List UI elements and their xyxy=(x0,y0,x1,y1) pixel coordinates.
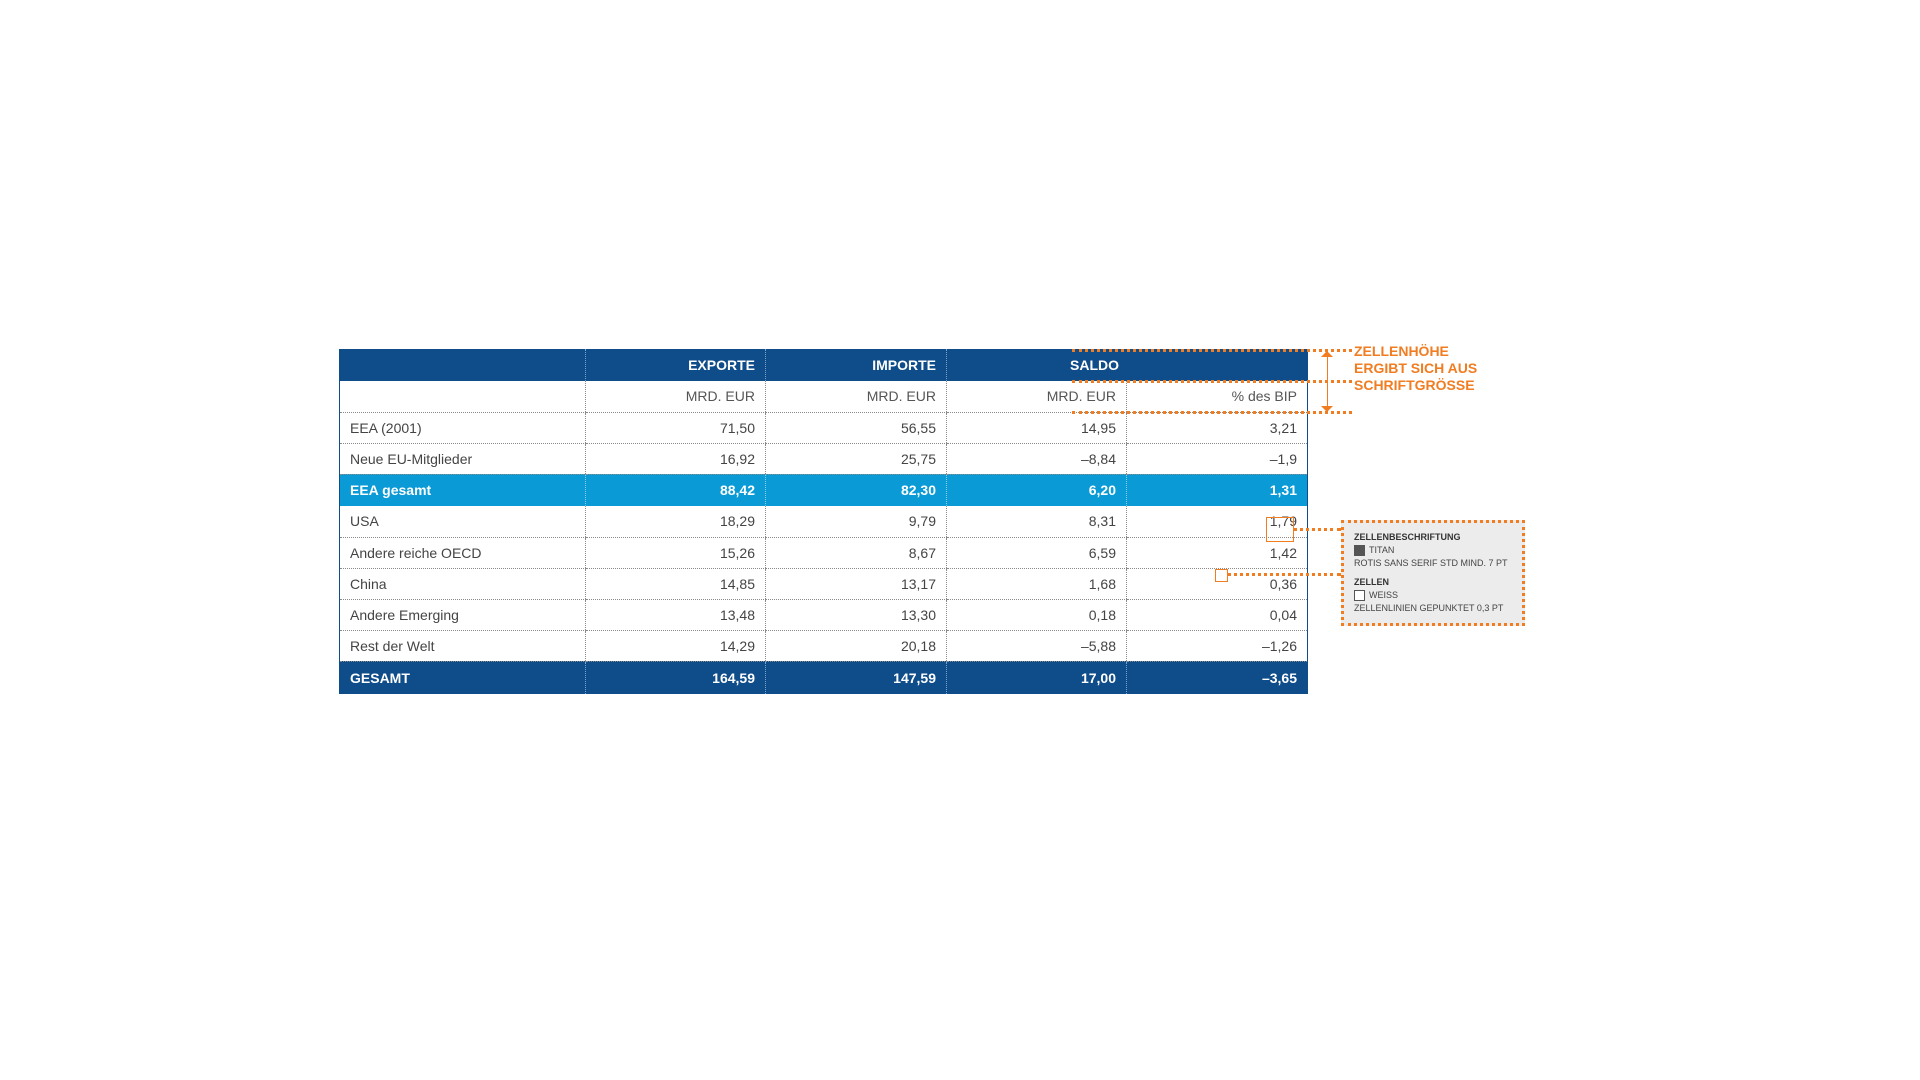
legend-cells-swatch-label: WEISS xyxy=(1369,590,1399,600)
cell-saldo-mrd: 8,31 xyxy=(946,506,1127,538)
table-row: Rest der Welt 14,29 20,18 –5,88 –1,26 xyxy=(339,630,1308,662)
cell-exporte: 15,26 xyxy=(585,537,766,569)
cell-importe: 8,67 xyxy=(765,537,947,569)
height-arrow-line xyxy=(1327,351,1328,411)
cell-saldo-bip: 1,42 xyxy=(1126,537,1308,569)
row-label: Andere reiche OECD xyxy=(339,537,586,569)
cell-exporte: 18,29 xyxy=(585,506,766,538)
annotation-line: ZELLENHÖHE xyxy=(1354,343,1449,359)
cell-importe: 82,30 xyxy=(765,474,947,506)
cell-exporte: 13,48 xyxy=(585,599,766,631)
legend-caption-font: ROTIS SANS SERIF STD MIND. 7 PT xyxy=(1354,558,1508,568)
cell-saldo-mrd: –5,88 xyxy=(946,630,1127,662)
table-row: EEA (2001) 71,50 56,55 14,95 3,21 xyxy=(339,412,1308,444)
table-row: Andere Emerging 13,48 13,30 0,18 0,04 xyxy=(339,599,1308,631)
white-swatch-icon xyxy=(1354,590,1365,601)
legend-caption-swatch-row: TITAN xyxy=(1354,544,1512,557)
cell-saldo-bip: 3,21 xyxy=(1126,412,1308,444)
row-label: EEA gesamt xyxy=(339,474,586,506)
guide-line-bottom xyxy=(1072,411,1352,414)
annotation-line: ERGIBT SICH AUS xyxy=(1354,360,1478,376)
annotation-line: SCHRIFTGRÖSSE xyxy=(1354,377,1475,393)
cell-exporte: 16,92 xyxy=(585,443,766,475)
table-row: China 14,85 13,17 1,68 0,36 xyxy=(339,568,1308,600)
cell-height-annotation: ZELLENHÖHE ERGIBT SICH AUS SCHRIFTGRÖSSE xyxy=(1354,343,1477,394)
guide-line-middle xyxy=(1072,380,1352,383)
row-label: Rest der Welt xyxy=(339,630,586,662)
cell-exporte: 88,42 xyxy=(585,474,766,506)
highlight-row: EEA gesamt 88,42 82,30 6,20 1,31 xyxy=(339,474,1308,506)
cell-saldo-bip: –1,26 xyxy=(1126,630,1308,662)
unit-cell: % des BIP xyxy=(1126,381,1308,413)
row-label: USA xyxy=(339,506,586,538)
unit-cell: MRD. EUR xyxy=(765,381,947,413)
cell-importe: 13,30 xyxy=(765,599,947,631)
cell-saldo-mrd: 6,20 xyxy=(946,474,1127,506)
total-row: GESAMT 164,59 147,59 17,00 –3,65 xyxy=(339,661,1308,694)
cell-saldo-mrd: 14,95 xyxy=(946,412,1127,444)
cell-importe: 20,18 xyxy=(765,630,947,662)
row-label: China xyxy=(339,568,586,600)
legend-caption-title: ZELLENBESCHRIFTUNG xyxy=(1354,532,1461,542)
table-row: Neue EU-Mitglieder 16,92 25,75 –8,84 –1,… xyxy=(339,443,1308,475)
table-row: Andere reiche OECD 15,26 8,67 6,59 1,42 xyxy=(339,537,1308,569)
cell-importe: 9,79 xyxy=(765,506,947,538)
cell-saldo-bip: 1,31 xyxy=(1126,474,1308,506)
cell-exporte: 164,59 xyxy=(585,661,766,694)
header-saldo: SALDO xyxy=(946,349,1308,381)
cell-exporte: 14,29 xyxy=(585,630,766,662)
row-label: EEA (2001) xyxy=(339,412,586,444)
cell-saldo-bip: 0,04 xyxy=(1126,599,1308,631)
cell-importe: 147,59 xyxy=(765,661,947,694)
dark-swatch-icon xyxy=(1354,545,1365,556)
row-label: GESAMT xyxy=(339,661,586,694)
row-label: Andere Emerging xyxy=(339,599,586,631)
row-label: Neue EU-Mitglieder xyxy=(339,443,586,475)
cell-saldo-mrd: –8,84 xyxy=(946,443,1127,475)
text-marker-box xyxy=(1266,517,1294,542)
cell-saldo-mrd: 6,59 xyxy=(946,537,1127,569)
header-empty-cell xyxy=(339,349,586,381)
cell-importe: 13,17 xyxy=(765,568,947,600)
cell-saldo-mrd: 0,18 xyxy=(946,599,1127,631)
arrow-up-icon xyxy=(1321,351,1333,357)
unit-cell xyxy=(339,381,586,413)
units-row: MRD. EUR MRD. EUR MRD. EUR % des BIP xyxy=(339,381,1308,413)
cell-saldo-bip: –3,65 xyxy=(1126,661,1308,694)
cell-importe: 25,75 xyxy=(765,443,947,475)
legend-cells-lines: ZELLENLINIEN GEPUNKTET 0,3 PT xyxy=(1354,603,1504,613)
unit-cell: MRD. EUR xyxy=(946,381,1127,413)
leader-line-text xyxy=(1293,528,1341,531)
cell-exporte: 14,85 xyxy=(585,568,766,600)
legend-cells-title: ZELLEN xyxy=(1354,577,1389,587)
header-importe: IMPORTE xyxy=(765,349,947,381)
arrow-down-icon xyxy=(1321,406,1333,412)
legend-cells-swatch-row: WEISS xyxy=(1354,589,1512,602)
trade-table: EXPORTE IMPORTE SALDO MRD. EUR MRD. EUR … xyxy=(339,349,1308,694)
table-header-row: EXPORTE IMPORTE SALDO xyxy=(339,349,1308,381)
style-legend: ZELLENBESCHRIFTUNG TITAN ROTIS SANS SERI… xyxy=(1341,520,1525,626)
cell-exporte: 71,50 xyxy=(585,412,766,444)
header-exporte: EXPORTE xyxy=(585,349,766,381)
unit-cell: MRD. EUR xyxy=(585,381,766,413)
leader-line-cell xyxy=(1227,573,1341,576)
cell-importe: 56,55 xyxy=(765,412,947,444)
cell-saldo-bip: –1,9 xyxy=(1126,443,1308,475)
legend-caption-swatch-label: TITAN xyxy=(1369,545,1395,555)
cell-saldo-mrd: 1,68 xyxy=(946,568,1127,600)
table-row: USA 18,29 9,79 8,31 1,79 xyxy=(339,506,1308,538)
cell-saldo-mrd: 17,00 xyxy=(946,661,1127,694)
guide-line-top xyxy=(1072,349,1352,352)
